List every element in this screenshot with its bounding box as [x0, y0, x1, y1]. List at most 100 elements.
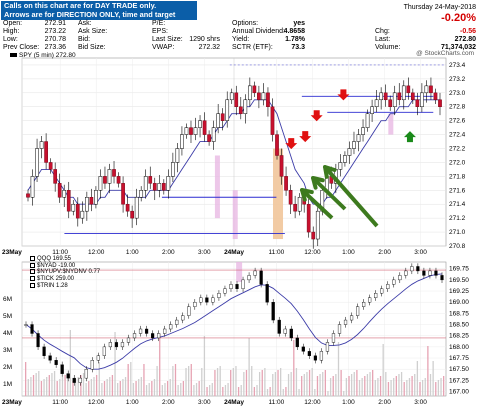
spy-y-tick-label: 271.2	[449, 215, 466, 222]
volume-bar	[148, 383, 150, 396]
spy-candle	[266, 92, 270, 107]
volume-bar	[138, 379, 140, 396]
volume-y-tick-label: 1M	[3, 381, 12, 388]
qqq-candle	[199, 297, 203, 303]
volume-bar	[61, 377, 64, 396]
header-value-col4-0: yes	[293, 20, 305, 27]
volume-bar	[122, 379, 124, 396]
spy-candle	[207, 134, 211, 142]
qqq-y-tick-label: 169.50	[449, 277, 469, 284]
qqq-candle	[349, 315, 354, 321]
qqq-y-tick-label: 167.50	[449, 366, 469, 373]
qqq-candle	[319, 351, 324, 361]
spy-x-tick-label: 11:00	[269, 249, 285, 256]
volume-bar	[280, 368, 282, 396]
spy-candle	[338, 162, 343, 170]
qqq-candle	[72, 377, 76, 383]
header-label-col4-3: SCTR (ETF):	[232, 44, 273, 51]
spy-candle	[438, 99, 442, 107]
qqq-y-tick-label: 169.75	[449, 266, 469, 273]
volume-bar	[261, 370, 263, 396]
volume-bar	[109, 377, 111, 396]
volume-bar	[282, 389, 284, 396]
qqq-candle	[313, 355, 317, 361]
spy-candle	[415, 99, 420, 107]
qqq-x-tick-label: 2:00	[378, 399, 391, 406]
qqq-x-tick-label: 12:00	[304, 399, 321, 406]
volume-bar	[67, 373, 69, 396]
volume-bar	[316, 376, 319, 396]
volume-bar	[103, 381, 106, 396]
volume-bar	[251, 366, 253, 396]
volume-bar	[398, 374, 400, 396]
volume-bar	[253, 387, 256, 396]
qqq-candle	[410, 266, 414, 272]
qqq-candle	[132, 333, 137, 339]
volume-bar	[214, 370, 216, 396]
qqq-candle	[235, 284, 239, 290]
volume-bar	[329, 378, 332, 396]
volume-bar	[106, 379, 108, 396]
volume-bar	[119, 381, 121, 396]
header-value-col4-2: 1.78%	[285, 36, 305, 43]
spy-y-tick-label: 273.4	[449, 62, 466, 69]
volume-bar	[277, 370, 279, 396]
volume-bar	[77, 377, 79, 396]
volume-bar	[64, 375, 66, 396]
stockcharts-credit: @ StockCharts.com	[416, 50, 474, 57]
volume-bar	[166, 381, 169, 396]
qqq-candle	[277, 319, 281, 334]
header-label-col2-3: Bid Size:	[78, 44, 106, 51]
volume-bar	[93, 377, 95, 396]
volume-bar	[443, 376, 445, 396]
qqq-candle	[307, 351, 311, 357]
volume-bar	[306, 372, 308, 396]
spy-candle	[161, 183, 166, 191]
qqq-candle	[295, 337, 299, 348]
spy-candle	[44, 141, 48, 163]
volume-bar	[211, 383, 213, 396]
volume-bar	[235, 366, 237, 396]
spy-candle	[35, 148, 39, 177]
spy-x-tick-label: 24May	[224, 249, 244, 256]
qqq-candle	[422, 270, 426, 276]
qqq-candle	[247, 275, 251, 281]
spy-y-tick-label: 271.6	[449, 187, 466, 194]
volume-bar	[303, 374, 305, 396]
volume-bar	[219, 366, 221, 396]
volume-bar	[419, 382, 421, 396]
spy-y-tick-label: 271.0	[449, 229, 466, 236]
volume-bar	[161, 385, 164, 396]
spy-candle	[94, 190, 98, 205]
volume-bar	[51, 373, 53, 396]
volume-bar	[232, 368, 234, 396]
spy-y-tick-label: 271.8	[449, 173, 466, 180]
spy-y-tick-label: 272.0	[449, 159, 466, 166]
percent-change: -0.20%	[441, 12, 476, 24]
spy-candle	[143, 176, 148, 191]
qqq-candle	[217, 293, 221, 298]
spy-candle	[279, 155, 284, 177]
legend-square-icon	[30, 262, 35, 268]
qqq-candle	[96, 355, 100, 361]
spy-candle	[121, 183, 125, 205]
volume-bar	[216, 368, 219, 396]
spy-candle	[130, 210, 134, 219]
volume-bar	[269, 387, 271, 396]
note-line-1: Calls on this chart are for DAY TRADE on…	[4, 1, 157, 10]
spy-candle	[80, 210, 85, 219]
qqq-candle	[42, 346, 46, 357]
qqq-y-tick-label: 168.25	[449, 333, 469, 340]
volume-bar	[185, 368, 187, 396]
spy-candle	[39, 141, 44, 149]
volume-bar	[437, 380, 440, 396]
spy-candle	[297, 197, 302, 212]
header-value-col1-2: 270.78	[44, 36, 66, 43]
qqq-candle	[343, 319, 348, 325]
spy-candle	[89, 197, 94, 205]
spy-y-tick-label: 272.6	[449, 118, 466, 125]
volume-bar	[385, 372, 387, 396]
main-chart-legend: SPY (5 min) 272.80	[10, 52, 76, 59]
spy-y-tick-label: 272.8	[449, 104, 466, 111]
spy-candle	[71, 203, 76, 212]
